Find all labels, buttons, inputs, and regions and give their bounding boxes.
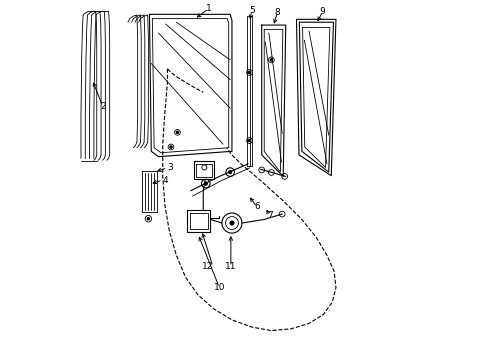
- Text: 4: 4: [163, 176, 168, 185]
- Text: 12: 12: [201, 262, 212, 271]
- Circle shape: [248, 139, 250, 141]
- Circle shape: [228, 171, 231, 174]
- Text: 8: 8: [274, 8, 280, 17]
- Text: 7: 7: [266, 211, 272, 220]
- Text: 11: 11: [224, 262, 236, 271]
- Circle shape: [270, 59, 272, 61]
- Circle shape: [248, 71, 250, 73]
- Circle shape: [230, 221, 233, 225]
- Circle shape: [176, 131, 178, 134]
- Text: 3: 3: [167, 163, 173, 172]
- Text: 1: 1: [205, 4, 211, 13]
- Circle shape: [147, 218, 149, 220]
- Text: 6: 6: [254, 202, 260, 211]
- Circle shape: [169, 146, 172, 148]
- Text: 10: 10: [213, 283, 224, 292]
- Text: 9: 9: [319, 7, 325, 16]
- Text: 5: 5: [248, 6, 254, 15]
- Text: 2: 2: [100, 102, 105, 111]
- Circle shape: [204, 182, 207, 185]
